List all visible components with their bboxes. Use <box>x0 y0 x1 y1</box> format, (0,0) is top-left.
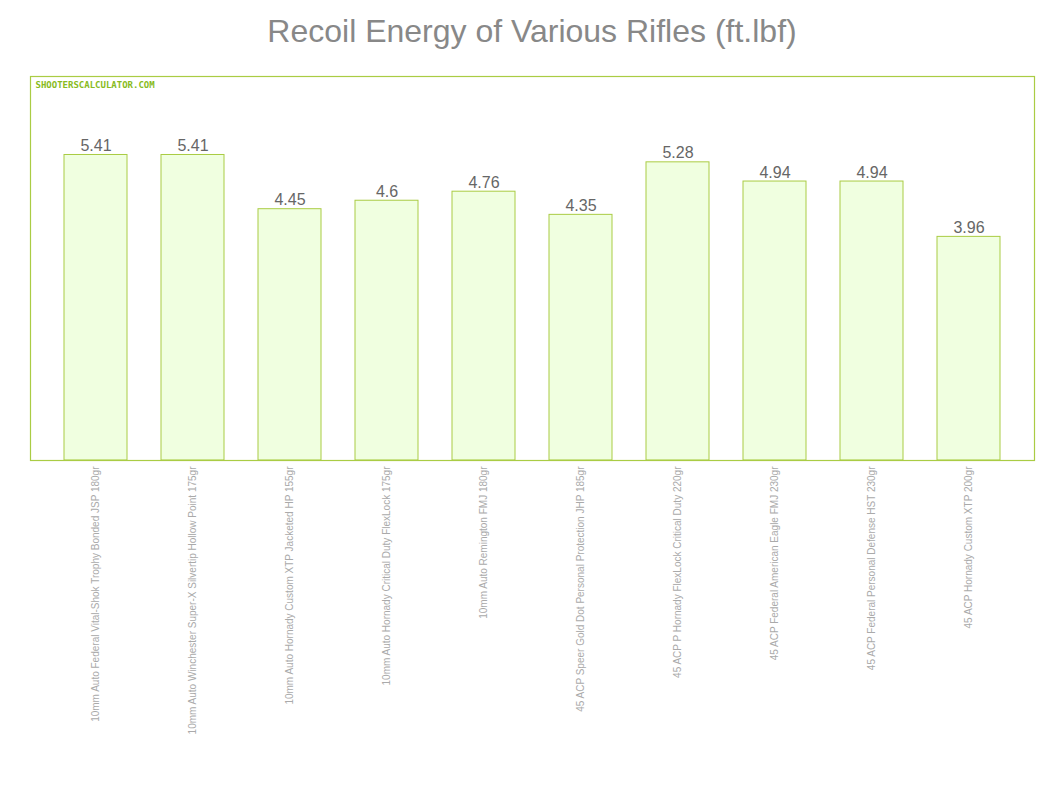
svg-text:45 ACP Federal Personal Defens: 45 ACP Federal Personal Defense HST 230g… <box>866 466 877 670</box>
svg-text:10mm Auto Remington FMJ 180gr: 10mm Auto Remington FMJ 180gr <box>478 466 489 619</box>
svg-text:3.96: 3.96 <box>953 219 984 236</box>
svg-text:SHOOTERSCALCULATOR.COM: SHOOTERSCALCULATOR.COM <box>36 80 156 90</box>
svg-text:4.94: 4.94 <box>856 164 887 181</box>
svg-text:10mm Auto Federal Vital-Shok T: 10mm Auto Federal Vital-Shok Trophy Bond… <box>90 466 101 722</box>
svg-text:45 ACP Federal American Eagle: 45 ACP Federal American Eagle FMJ 230gr <box>769 466 780 660</box>
svg-text:45 ACP P Hornady FlexLock Crit: 45 ACP P Hornady FlexLock Critical Duty … <box>672 466 683 678</box>
svg-text:4.45: 4.45 <box>274 191 305 208</box>
svg-text:4.76: 4.76 <box>468 174 499 191</box>
svg-text:10mm Auto Hornady Custom XTP J: 10mm Auto Hornady Custom XTP Jacketed HP… <box>284 466 295 705</box>
svg-text:4.35: 4.35 <box>565 197 596 214</box>
svg-text:4.94: 4.94 <box>759 164 790 181</box>
svg-text:45 ACP Speer Gold Dot Personal: 45 ACP Speer Gold Dot Personal Protectio… <box>575 466 586 712</box>
html-text:Recoil Energy of Various Rifle: Recoil Energy of Various Rifles (ft.lbf) <box>267 13 797 49</box>
svg-text:10mm Auto Hornady Critical Dut: 10mm Auto Hornady Critical Duty FlexLock… <box>381 466 392 686</box>
svg-text:5.28: 5.28 <box>662 144 693 161</box>
svg-text:45 ACP Hornady Custom XTP 200g: 45 ACP Hornady Custom XTP 200gr <box>963 466 974 629</box>
svg-text:10mm Auto Winchester Super-X S: 10mm Auto Winchester Super-X Silvertip H… <box>187 466 198 735</box>
svg-text:5.41: 5.41 <box>177 137 208 154</box>
svg-text:4.6: 4.6 <box>376 183 398 200</box>
svg-text:5.41: 5.41 <box>80 137 111 154</box>
